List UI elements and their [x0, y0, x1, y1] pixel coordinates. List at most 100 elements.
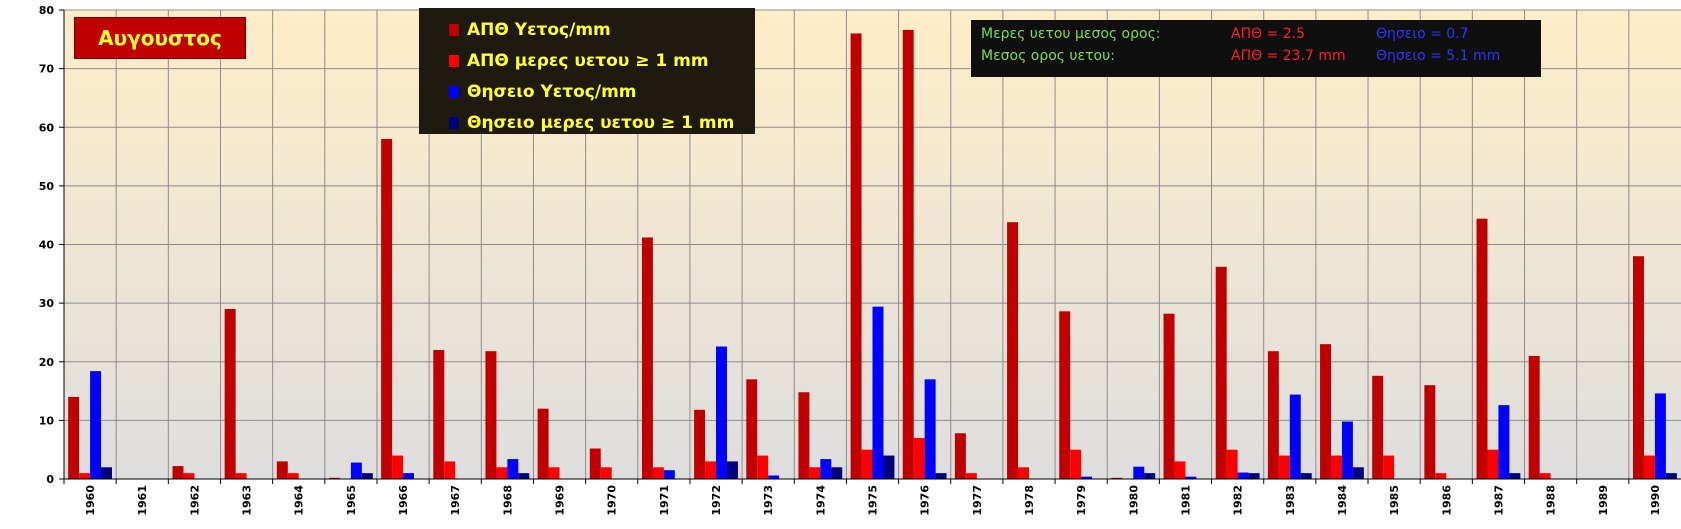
x-tick-label: 1983 — [1284, 485, 1297, 516]
legend: ΑΠΘ Υετος/mm ΑΠΘ μερες υετου ≥ 1 mm Θησε… — [419, 8, 755, 134]
x-tick-label: 1984 — [1336, 485, 1349, 516]
x-tick-label: 1964 — [293, 485, 306, 516]
bar-s2-1973 — [768, 475, 780, 479]
bar-s0-1984 — [1320, 344, 1331, 479]
bar-s0-1974 — [798, 392, 810, 479]
month-title: Αυγουστος — [74, 17, 246, 59]
bar-s2-1972 — [716, 346, 727, 479]
bar-s2-1975 — [872, 306, 884, 479]
x-tick-label: 1961 — [136, 485, 149, 516]
legend-swatch-thes-rain — [449, 85, 459, 98]
bar-s0-1981 — [1163, 313, 1175, 479]
bar-s2-1984 — [1341, 421, 1353, 479]
y-tick-label: 30 — [39, 297, 55, 310]
x-tick-label: 1976 — [919, 485, 932, 516]
bar-s1-1984 — [1330, 455, 1342, 479]
bar-s2-1976 — [924, 379, 936, 479]
bar-s3-1983 — [1300, 473, 1312, 479]
legend-item-thes-rain: Θησειο Υετος/mm — [449, 76, 755, 107]
bar-s0-1985 — [1372, 375, 1384, 479]
bar-s1-1967 — [444, 461, 456, 479]
stats-rain-label: Μεσος ορος υετου: — [981, 48, 1115, 64]
bar-s2-1979 — [1081, 476, 1093, 479]
x-tick-label: 1979 — [1075, 485, 1088, 516]
bar-s1-1960 — [79, 473, 91, 479]
bar-s1-1979 — [1070, 449, 1082, 479]
y-tick-label: 10 — [39, 414, 55, 427]
x-tick-label: 1972 — [710, 485, 723, 516]
bar-s1-1971 — [652, 467, 664, 479]
bar-s1-1973 — [757, 455, 769, 479]
bar-s1-1987 — [1487, 449, 1499, 479]
stats-days-thesio: Θησειο = 0.7 — [1376, 26, 1469, 42]
bar-s0-1964 — [276, 461, 288, 479]
x-tick-label: 1988 — [1545, 485, 1558, 516]
bar-s3-1976 — [935, 473, 947, 479]
bar-s3-1965 — [361, 473, 373, 479]
bars — [68, 29, 1677, 480]
x-tick-label: 1967 — [449, 485, 462, 516]
stats-rain-thesio: Θησειο = 5.1 mm — [1376, 48, 1501, 64]
bar-s3-1990 — [1665, 473, 1677, 479]
bar-s1-1983 — [1278, 455, 1290, 479]
bar-s3-1974 — [831, 467, 843, 479]
bar-s0-1973 — [746, 379, 758, 479]
x-tick-label: 1981 — [1179, 485, 1192, 516]
bar-s1-1963 — [235, 473, 247, 479]
bar-s1-1964 — [287, 473, 299, 479]
bar-s1-1976 — [913, 437, 925, 479]
legend-swatch-apth-rain — [449, 23, 459, 36]
bar-s3-1982 — [1248, 473, 1260, 479]
bar-s3-1972 — [726, 461, 738, 479]
x-tick-label: 1987 — [1492, 485, 1505, 516]
y-tick-label: 60 — [39, 121, 55, 134]
y-tick-label: 40 — [39, 239, 55, 252]
stats-row-days: Μερες υετου μεσος ορος: ΑΠΘ = 2.5 Θησειο… — [981, 26, 1541, 48]
bar-s1-1977 — [965, 473, 977, 479]
x-tick-label: 1975 — [867, 485, 880, 516]
bar-s3-1975 — [883, 455, 895, 479]
x-tick-label: 1973 — [762, 485, 775, 516]
x-tick-label: 1960 — [84, 485, 97, 516]
stats-days-label: Μερες υετου μεσος ορος: — [981, 26, 1161, 42]
bar-s2-1966 — [403, 473, 415, 479]
bar-s3-1960 — [101, 467, 112, 479]
bar-s1-1972 — [705, 461, 717, 479]
grid-lines — [64, 9, 1681, 479]
bar-s0-1986 — [1424, 385, 1436, 479]
bar-s1-1978 — [1018, 467, 1029, 479]
y-tick-labels: 0 10 20 30 40 50 60 70 80 — [39, 4, 55, 486]
x-tick-label: 1971 — [658, 485, 671, 516]
legend-item-thes-days: Θησειο μερες υετου ≥ 1 mm — [449, 107, 755, 138]
x-tick-label: 1974 — [814, 485, 827, 516]
bar-s2-1990 — [1654, 393, 1666, 479]
y-tick-label: 80 — [39, 4, 55, 17]
bar-s1-1981 — [1174, 461, 1186, 479]
bar-s2-1968 — [507, 459, 519, 479]
legend-swatch-thes-days — [449, 116, 459, 129]
bar-s0-1987 — [1476, 218, 1488, 479]
y-tick-label: 50 — [39, 180, 55, 193]
bar-s0-1965 — [328, 477, 340, 479]
legend-item-apth-rain: ΑΠΘ Υετος/mm — [449, 14, 755, 45]
bar-s0-1971 — [641, 237, 653, 479]
bar-s1-1982 — [1226, 449, 1238, 479]
bar-s0-1968 — [485, 351, 497, 479]
legend-swatch-apth-days — [449, 54, 459, 67]
bar-s0-1969 — [537, 408, 549, 479]
bar-s0-1963 — [224, 308, 236, 479]
bar-s0-1967 — [433, 350, 445, 479]
bar-s3-1968 — [518, 473, 530, 479]
y-tick-label: 0 — [46, 473, 54, 486]
bar-s0-1982 — [1215, 266, 1227, 479]
bar-s0-1975 — [850, 33, 862, 479]
axes — [59, 9, 1681, 484]
bar-s0-1970 — [589, 448, 601, 479]
bar-s1-1990 — [1643, 455, 1655, 479]
bar-s2-1980 — [1133, 466, 1145, 479]
stats-row-rain: Μεσος ορος υετου: ΑΠΘ = 23.7 mm Θησειο =… — [981, 48, 1541, 70]
bar-s1-1988 — [1539, 473, 1551, 479]
bar-s3-1984 — [1352, 467, 1364, 479]
bar-s1-1962 — [183, 473, 195, 479]
y-tick-label: 20 — [39, 356, 55, 369]
